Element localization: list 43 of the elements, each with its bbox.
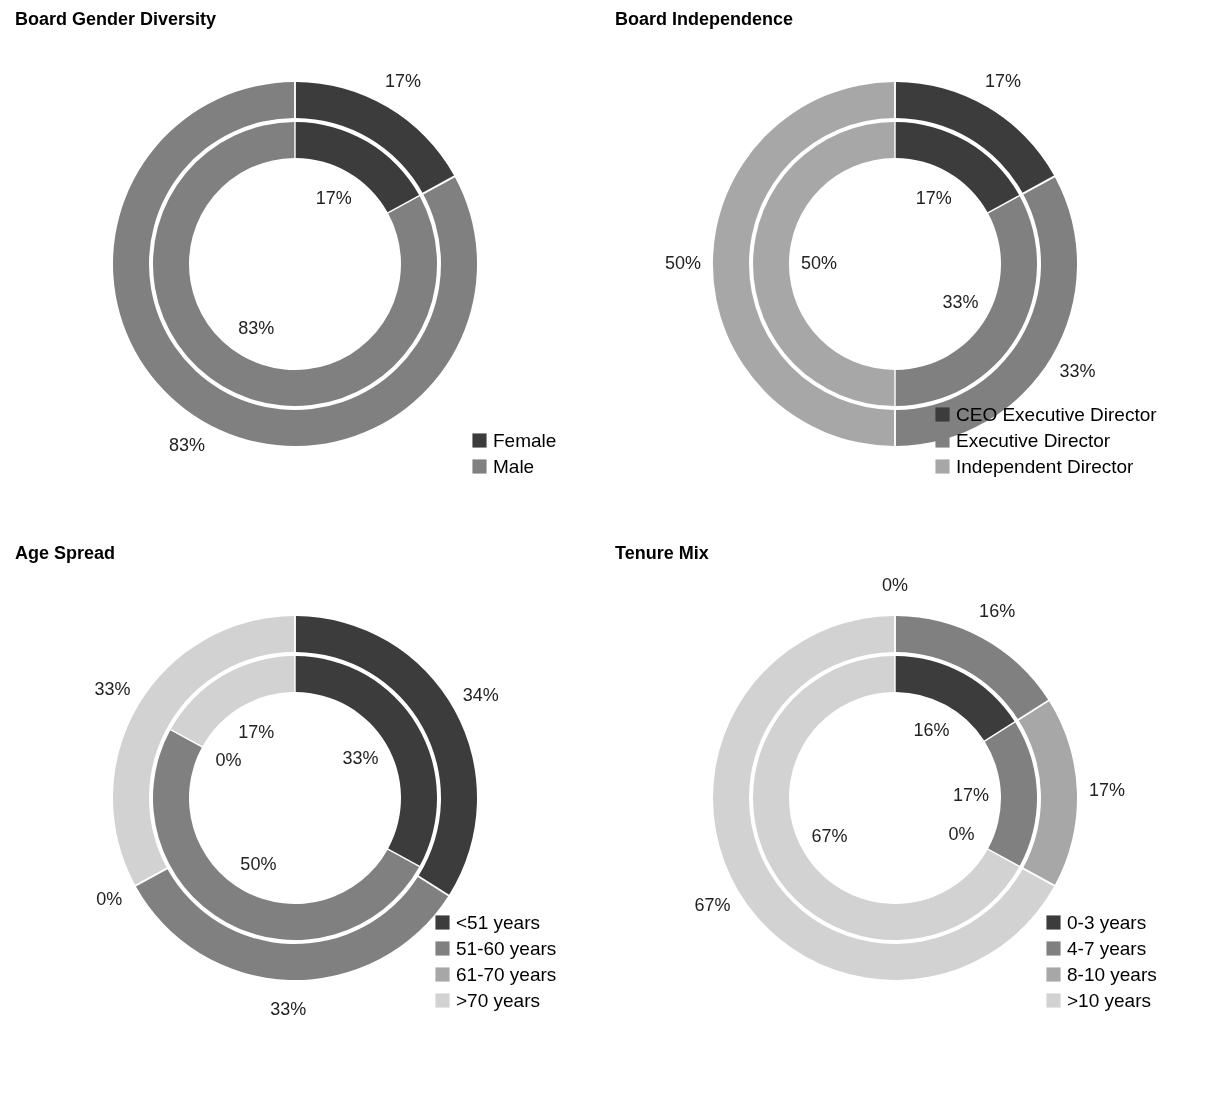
- data-label: 33%: [342, 748, 379, 769]
- legend-label: 51-60 years: [456, 937, 557, 959]
- data-label: 33%: [1059, 360, 1096, 381]
- chart-title: Age Spread: [15, 543, 116, 563]
- data-label: 17%: [915, 187, 952, 208]
- data-label: 17%: [952, 784, 989, 805]
- data-label: 50%: [800, 253, 838, 273]
- data-label: 67%: [694, 894, 731, 915]
- text: 0%: [96, 889, 123, 910]
- data-label: 83%: [238, 318, 275, 339]
- data-label: 34%: [462, 684, 499, 705]
- data-label: 17%: [384, 70, 421, 91]
- data-label: 50%: [240, 853, 277, 874]
- data-label: 67%: [811, 825, 848, 846]
- legend-label: Executive Director: [956, 429, 1111, 451]
- data-label: 33%: [942, 291, 979, 312]
- legend-label: >10 years: [1067, 989, 1151, 1011]
- text: 0%: [215, 750, 242, 771]
- legend-label: <51 years: [456, 911, 540, 933]
- chart-title: Board Independence: [615, 9, 794, 29]
- data-label: 17%: [984, 70, 1021, 91]
- text: 0%: [881, 575, 909, 595]
- legend-label: CEO Executive Director: [956, 403, 1158, 425]
- data-label: 33%: [94, 679, 131, 700]
- legend-label: 0-3 years: [1067, 911, 1147, 933]
- legend-label: Male: [493, 455, 535, 477]
- chart-title: Tenure Mix: [615, 543, 709, 563]
- data-label: 17%: [1088, 780, 1125, 801]
- data-label: 50%: [664, 253, 702, 273]
- data-label: 33%: [270, 998, 307, 1019]
- legend-label: Female: [493, 429, 557, 451]
- legend-label: 4-7 years: [1067, 937, 1147, 959]
- legend-label: >70 years: [456, 989, 540, 1011]
- legend-label: Independent Director: [956, 455, 1135, 477]
- legend-label: 8-10 years: [1067, 963, 1157, 985]
- data-label: 17%: [315, 187, 352, 208]
- chart-title: Board Gender Diversity: [15, 9, 217, 29]
- data-label: 17%: [238, 721, 275, 742]
- data-label: 16%: [979, 601, 1016, 622]
- data-label: 83%: [169, 435, 206, 456]
- data-label: 16%: [913, 720, 950, 741]
- legend-label: 61-70 years: [456, 963, 557, 985]
- text: 0%: [948, 823, 975, 844]
